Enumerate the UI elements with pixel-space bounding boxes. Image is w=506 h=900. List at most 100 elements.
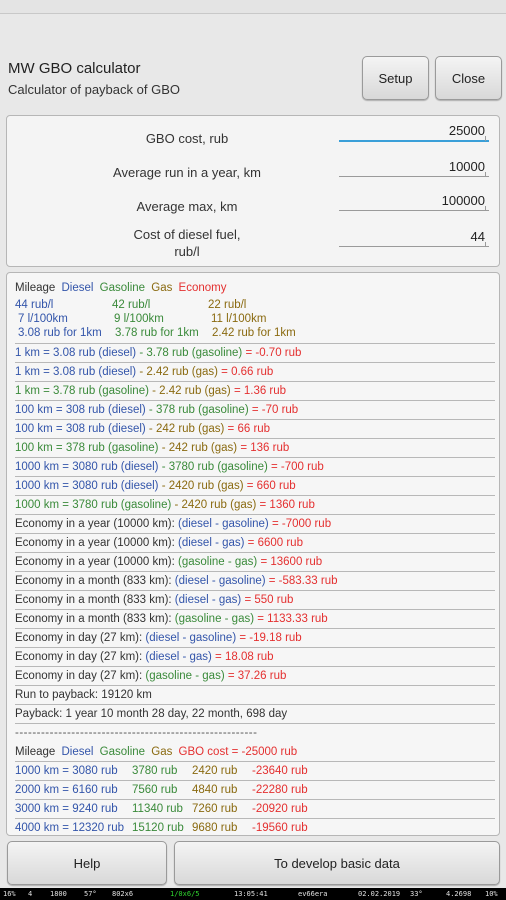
- economy-label: Economy in a month (833 km):: [15, 575, 175, 587]
- table-row: 1000 km = 3080 rub 3780 rub 2420 rub -23640…: [15, 762, 495, 781]
- line-part-a: 100 km = 308 rub (diesel): [15, 404, 146, 416]
- comparison-lines: 1 km = 3.08 rub (diesel) - 3.78 rub (gas…: [15, 344, 495, 515]
- line-part-b: - 378 rub (gasoline): [145, 404, 249, 416]
- table-cell-gso: 11340 rub: [132, 803, 183, 815]
- economy-result: = -7000 rub: [268, 518, 332, 530]
- table-cell-gso: 15120 rub: [132, 822, 184, 834]
- comparison-line: 1 km = 3.08 rub (diesel) - 2.42 rub (gas…: [15, 363, 495, 382]
- line-result: = 1.36 rub: [230, 385, 287, 397]
- table-cell-gas: 2420 rub: [192, 765, 238, 777]
- status-item: 802x6: [112, 890, 134, 898]
- line-result: = 66 rub: [224, 423, 271, 435]
- line-part-b: - 2420 rub (gas): [171, 499, 257, 511]
- results-panel[interactable]: Mileage Diesel Gasoline Gas Economy 44 r…: [6, 272, 500, 836]
- line-result: = -70 rub: [248, 404, 299, 416]
- top-strip: [0, 0, 506, 14]
- table-cell-gbo: -22280 rub: [252, 784, 308, 796]
- economy-label: Economy in a year (10000 km):: [15, 518, 178, 530]
- run-to-payback: Run to payback: 19120 km: [15, 686, 495, 705]
- line-part-b: - 2.42 rub (gas): [148, 385, 231, 397]
- economy-lines: Economy in a year (10000 km): (diesel - …: [15, 515, 495, 686]
- line-part-a: 1 km = 3.78 rub (gasoline): [15, 385, 149, 397]
- setup-button[interactable]: Setup: [362, 56, 429, 100]
- app-subtitle: Calculator of payback of GBO: [8, 82, 180, 97]
- table-cell-gbo: -19560 rub: [252, 822, 308, 834]
- economy-expression: (gasoline - gas): [145, 670, 225, 682]
- economy-expression: (diesel - gasoline): [178, 518, 269, 530]
- economy-label: Economy in a month (833 km):: [15, 613, 175, 625]
- economy-result: = 1133.33 rub: [254, 613, 328, 625]
- comparison-line: 1000 km = 3780 rub (gasoline) - 2420 rub…: [15, 496, 495, 515]
- line-part-a: 1000 km = 3080 rub (diesel): [15, 461, 159, 473]
- avg-run-label: Average run in a year, km: [113, 165, 261, 180]
- gbo-cost-input[interactable]: 25000: [339, 122, 489, 142]
- economy-result: = 13600 rub: [257, 556, 323, 568]
- comparison-line: 1000 km = 3080 rub (diesel) - 2420 rub (…: [15, 477, 495, 496]
- economy-result: = 550 rub: [241, 594, 294, 606]
- comparison-line: 1000 km = 3080 rub (diesel) - 3780 rub (…: [15, 458, 495, 477]
- results-header: Mileage Diesel Gasoline Gas Economy: [15, 282, 227, 294]
- table-cell-gas: 7260 rub: [192, 803, 238, 815]
- table-header: Mileage Diesel Gasoline Gas GBO cost = -…: [15, 743, 495, 762]
- line-result: = 0.66 rub: [217, 366, 274, 378]
- line-part-b: - 242 rub (gas): [145, 423, 225, 435]
- status-bar: 16% 4 1800 57° 802x6 1/0x6/5 13:05:41 ev…: [0, 888, 506, 900]
- line-part-b: - 2420 rub (gas): [158, 480, 244, 492]
- cost-per-km-row: 3.08 rub for 1km 3.78 rub for 1km 2.42 r…: [15, 326, 495, 344]
- status-item: 10%: [485, 890, 498, 898]
- line-part-b: - 2.42 rub (gas): [136, 366, 218, 378]
- economy-line: Economy in day (27 km): (gasoline - gas)…: [15, 667, 495, 686]
- status-item: 1/0x6/5: [170, 890, 200, 898]
- close-button[interactable]: Close: [435, 56, 502, 100]
- table-cell-gbo: -20920 rub: [252, 803, 308, 815]
- economy-result: = -583.33 rub: [265, 575, 338, 587]
- table-cell-gso: 3780 rub: [132, 765, 178, 777]
- comparison-line: 1 km = 3.78 rub (gasoline) - 2.42 rub (g…: [15, 382, 495, 401]
- economy-line: Economy in day (27 km): (diesel - gas) =…: [15, 648, 495, 667]
- diesel-cost-label-line2: rub/l: [174, 244, 200, 259]
- status-time: 13:05:41: [234, 890, 268, 898]
- table-cell-km: 2000 km = 6160 rub: [15, 784, 118, 796]
- economy-line: Economy in a year (10000 km): (diesel - …: [15, 515, 495, 534]
- line-result: = 136 rub: [237, 442, 290, 454]
- economy-label: Economy in a year (10000 km):: [15, 556, 178, 568]
- status-item: 33°: [410, 890, 423, 898]
- table-cell-km: 4000 km = 12320 rub: [15, 822, 125, 834]
- economy-line: Economy in a month (833 km): (diesel - g…: [15, 591, 495, 610]
- economy-line: Economy in a month (833 km): (diesel - g…: [15, 572, 495, 591]
- economy-expression: (diesel - gas): [145, 651, 212, 663]
- fuel-prices-row: 44 rub/l 42 rub/l 22 rub/l: [15, 299, 247, 311]
- results-list: Mileage Diesel Gasoline Gas Economy 44 r…: [15, 279, 495, 835]
- economy-line: Economy in a year (10000 km): (gasoline …: [15, 553, 495, 572]
- fuel-consumption-row: 7 l/100km 9 l/100km 11 l/100km: [18, 313, 267, 325]
- diesel-cost-input[interactable]: 44: [339, 228, 489, 247]
- avg-run-input[interactable]: 10000: [339, 158, 489, 177]
- economy-label: Economy in a year (10000 km):: [15, 537, 178, 549]
- line-part-a: 100 km = 308 rub (diesel): [15, 423, 146, 435]
- line-part-a: 1000 km = 3780 rub (gasoline): [15, 499, 172, 511]
- economy-result: = 37.26 rub: [224, 670, 287, 682]
- table-row: 4000 km = 12320 rub 15120 rub 9680 rub -195…: [15, 819, 495, 835]
- economy-expression: (gasoline - gas): [174, 613, 255, 625]
- help-button[interactable]: Help: [7, 841, 167, 885]
- status-item: 4.2698: [446, 890, 472, 898]
- avg-max-input[interactable]: 100000: [339, 192, 489, 211]
- economy-label: Economy in day (27 km):: [15, 632, 146, 644]
- economy-label: Economy in day (27 km):: [15, 651, 146, 663]
- status-item: ev66era: [298, 890, 328, 898]
- develop-basic-data-button[interactable]: To develop basic data: [174, 841, 500, 885]
- line-part-b: - 242 rub (gas): [158, 442, 238, 454]
- table-cell-gas: 9680 rub: [192, 822, 238, 834]
- gbo-cost-label: GBO cost, rub: [145, 131, 229, 146]
- line-result: = -700 rub: [267, 461, 324, 473]
- table-cell-km: 3000 km = 9240 rub: [15, 803, 118, 815]
- economy-expression: (diesel - gas): [174, 594, 242, 606]
- economy-expression: (diesel - gas): [178, 537, 245, 549]
- table-cell-gas: 4840 rub: [192, 784, 238, 796]
- line-result: = 660 rub: [243, 480, 296, 492]
- economy-result: = 18.08 rub: [211, 651, 274, 663]
- comparison-line: 100 km = 378 rub (gasoline) - 242 rub (g…: [15, 439, 495, 458]
- app-title: MW GBO calculator: [8, 60, 141, 77]
- line-part-a: 1000 km = 3080 rub (diesel): [15, 480, 159, 492]
- line-part-a: 1 km = 3.08 rub (diesel): [15, 347, 137, 359]
